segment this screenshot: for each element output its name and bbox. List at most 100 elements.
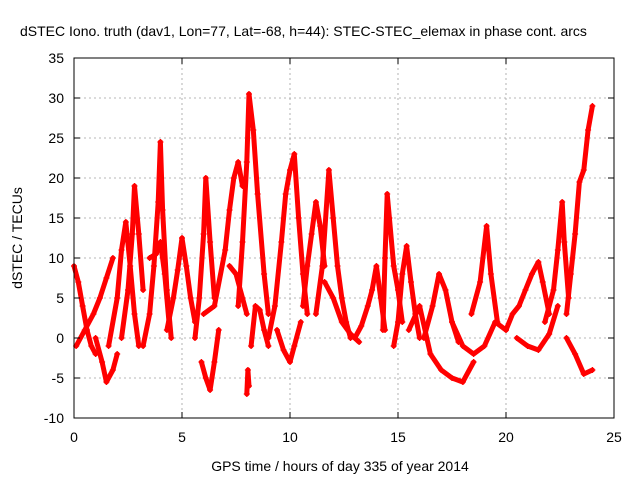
- data-point: [436, 271, 443, 277]
- data-point: [109, 367, 116, 373]
- data-point: [369, 287, 376, 293]
- data-point: [561, 239, 568, 245]
- data-point: [235, 303, 242, 309]
- data-point: [405, 327, 412, 333]
- data-arc: [235, 91, 271, 317]
- x-tick-label: 10: [282, 429, 298, 445]
- y-axis-label: dSTEC / TECUs: [9, 187, 25, 289]
- data-arc: [503, 259, 552, 333]
- data-point: [265, 335, 272, 341]
- data-point: [364, 303, 371, 309]
- data-point: [90, 311, 97, 317]
- data-point: [200, 311, 207, 317]
- data-point: [271, 303, 278, 309]
- y-tick-label: 15: [48, 210, 64, 226]
- data-point: [576, 179, 583, 185]
- data-point: [317, 223, 324, 229]
- y-tick-label: 25: [48, 130, 64, 146]
- data-point: [416, 303, 423, 309]
- data-point: [211, 359, 218, 365]
- data-point: [351, 335, 358, 341]
- data-point: [81, 327, 88, 333]
- data-point: [88, 343, 95, 349]
- data-point: [256, 307, 263, 313]
- data-point: [280, 347, 287, 353]
- data-point: [379, 327, 386, 333]
- plot-frame: [73, 57, 615, 419]
- data-point: [291, 151, 298, 157]
- data-point: [198, 359, 205, 365]
- data-point: [109, 255, 116, 261]
- x-axis-label: GPS time / hours of day 335 of year 2014: [211, 458, 469, 474]
- data-point: [118, 335, 125, 341]
- data-point: [550, 287, 557, 293]
- data-point: [334, 263, 341, 269]
- data-point: [546, 331, 553, 337]
- data-point: [125, 287, 131, 293]
- data-point: [200, 231, 207, 237]
- data-point: [155, 199, 162, 205]
- data-point: [157, 139, 164, 145]
- data-point: [513, 335, 520, 341]
- data-point: [572, 231, 579, 237]
- data-point: [509, 311, 516, 317]
- data-point: [459, 343, 466, 349]
- data-point: [427, 351, 434, 357]
- data-point: [191, 335, 198, 341]
- data-point: [287, 359, 293, 365]
- data-point: [483, 223, 490, 229]
- data-point: [304, 263, 311, 269]
- data-point: [356, 339, 363, 345]
- y-tick-label: 20: [48, 170, 64, 186]
- data-point: [239, 239, 246, 245]
- y-tick-label: 0: [56, 330, 64, 346]
- data-point: [226, 207, 233, 213]
- data-point: [211, 303, 218, 309]
- data-point: [79, 303, 86, 309]
- data-point: [319, 263, 326, 269]
- data-point: [338, 319, 345, 325]
- data-point: [390, 263, 397, 269]
- y-tick-label: 30: [48, 90, 64, 106]
- data-point: [589, 367, 596, 373]
- data-point: [321, 279, 328, 285]
- data-point: [358, 323, 365, 329]
- data-point: [459, 379, 466, 385]
- data-point: [157, 239, 164, 245]
- data-point: [325, 167, 332, 173]
- data-point: [554, 247, 561, 253]
- data-point: [135, 231, 142, 237]
- data-point: [338, 295, 345, 301]
- data-point: [168, 335, 175, 341]
- data-point: [114, 295, 121, 301]
- data-point: [442, 287, 449, 293]
- data-point: [468, 311, 475, 317]
- data-point: [252, 303, 259, 309]
- data-point: [265, 311, 272, 317]
- data-point: [297, 319, 304, 325]
- data-point: [295, 215, 302, 221]
- data-point: [312, 311, 319, 317]
- x-tick-label: 0: [70, 429, 78, 445]
- data-point: [589, 103, 596, 109]
- data-point: [243, 311, 250, 317]
- y-tick-label: -5: [52, 370, 65, 386]
- data-point: [535, 347, 542, 353]
- data-point: [291, 343, 298, 349]
- data-point: [524, 343, 531, 349]
- data-point: [103, 275, 110, 281]
- data-point: [105, 343, 112, 349]
- data-point: [287, 167, 293, 173]
- data-point: [494, 319, 501, 325]
- data-point: [399, 271, 406, 277]
- data-point: [282, 191, 289, 197]
- data-arc: [564, 335, 595, 377]
- data-point: [528, 271, 535, 277]
- data-point: [559, 199, 566, 205]
- data-arc: [73, 255, 116, 349]
- data-point: [390, 343, 397, 349]
- data-point: [535, 259, 542, 265]
- data-arc: [192, 175, 217, 341]
- data-point: [330, 215, 337, 221]
